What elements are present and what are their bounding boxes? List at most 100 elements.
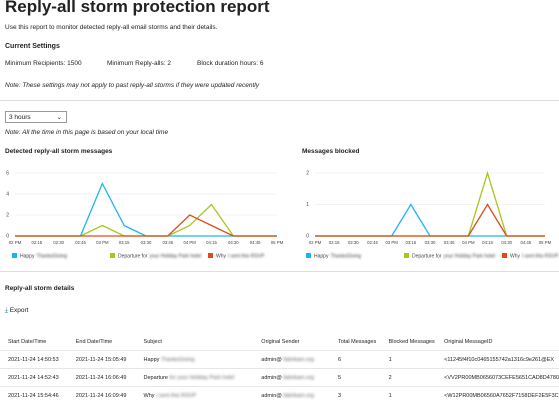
redacted-text: I sent this RSVP [156,392,197,399]
time-note: Note: All the time in this page is based… [5,129,169,136]
divider [0,271,559,272]
y-tick-label: 4 [6,191,9,197]
x-tick-label: 04:45 [520,240,531,245]
chart-title: Detected reply-all storm messages [5,148,113,155]
legend-label-hidden: I sent this RSVP [228,253,265,259]
x-tick-label: 02:45 [75,240,86,245]
x-tick-label: 03:30 [425,240,436,245]
table-cell: Subject [143,338,162,345]
x-tick-label: 03:45 [444,240,455,245]
x-tick-label: 04 PM [462,240,475,245]
table-cell: 2 [380,368,437,387]
x-tick-label: 03:30 [141,240,152,245]
y-tick-label: 2 [306,170,309,176]
table-row[interactable]: 2021-11-24 15:54:46 2021-11-24 16:09:49 Wh… [0,386,559,400]
table-cell: <W12PR00MB06560A7652F7158DEF2E5F3C [436,386,559,400]
cell-text: Departure [143,374,168,381]
legend-label-hidden: your Holiday Park hotel [443,253,495,259]
series-line [15,203,277,237]
legend-label-hidden: I sent this RSVP [522,253,559,259]
legend-label: Why [216,253,227,259]
redacted-text: fabrikam.org [283,392,314,399]
table-row[interactable]: 2021-11-24 14:50:53 2021-11-24 15:05:49 Ha… [0,350,559,369]
table-cell: 2021-11-24 15:54:46 [0,386,68,400]
table-cell: 2021-11-24 15:05:49 [67,350,136,369]
x-tick-label: 04:30 [501,240,512,245]
setting-value: 1500 [67,60,82,67]
x-tick-label: 04:30 [228,240,239,245]
divider [0,100,559,101]
legend-label-hidden: your Holiday Park hotel [149,253,201,259]
setting: Minimum Reply-alls: 2 [107,60,171,67]
table-cell: 2021-11-24 16:06:49 [67,368,136,387]
redacted-text: ThanksGiving [160,356,195,363]
x-tick-label: 02:15 [329,240,340,245]
y-tick-label: 0 [6,233,9,239]
table-cell: Why I sent this RSVP [135,386,254,400]
table-row[interactable]: 2021-11-24 14:52:43 2021-11-24 16:06:49 De… [0,368,559,387]
table-cell: <VV2PR00MB0656073CEFE5651CAD8D4780 [436,368,559,387]
table-cell: <11245f4f10c0465155742a1316c9e261@EX [436,350,559,369]
x-tick-label: 02 PM [9,240,22,245]
table-cell: Original MessageID [444,338,493,345]
table-cell: Original Sender [261,338,300,345]
legend-swatch [404,253,409,258]
x-tick-label: 04:15 [482,240,493,245]
redacted-text: fabrikam.org [283,374,314,381]
legend-swatch [110,253,115,258]
time-range-dropdown[interactable]: 3 hours ⌄ [5,111,67,123]
legend-label: Happy [20,253,35,259]
x-tick-label: 02:45 [367,240,378,245]
settings-heading: Current Settings [5,43,60,50]
legend-label-hidden: ThanksGiving [36,253,67,259]
table-cell: Start Date/Time [8,338,47,345]
setting-label: Minimum Reply-alls: [107,60,166,67]
series-line [315,203,545,237]
legend-label-hidden: ThanksGiving [330,253,361,259]
setting-value: 2 [167,60,171,67]
x-tick-label: 04 PM [183,240,196,245]
x-tick-label: 05 PM [271,240,284,245]
page-title: Reply-all storm protection report [5,0,270,16]
series-line [15,181,277,237]
legend-label: Departure for [412,253,442,259]
table-cell: Blocked Messages [388,338,435,345]
setting: Block duration hours: 6 [197,60,264,67]
series-line [15,214,277,237]
x-tick-label: 03:15 [119,240,130,245]
redacted-text: fabrikam.org [283,356,314,363]
table-cell: Departure for your Holiday Park hotel [135,368,254,387]
chevron: ⌄ [56,114,62,121]
series-line [315,203,545,237]
charts: 0 2 4 6 02 PM 02:15 02:30 02:45 03 PM 03:15 03:30 0… [6,170,559,259]
x-tick-label: 03 PM [385,240,398,245]
x-tick-label: 02:15 [31,240,42,245]
x-tick-label: 02:30 [348,240,359,245]
cell-text: Happy [143,356,160,363]
x-tick-label: 02:30 [53,240,64,245]
table-cell: Happy ThanksGiving [135,350,254,369]
x-tick-label: 03:45 [162,240,173,245]
y-tick-label: 6 [6,170,9,176]
settings-note: Note: These settings may not apply to pa… [5,82,259,89]
cell-text: admin@ [261,374,282,381]
x-tick-label: 02 PM [309,240,322,245]
y-tick-label: 1 [306,202,309,208]
setting-value: 6 [259,60,264,67]
legend-swatch [306,253,311,258]
y-tick-label: 0 [306,233,309,239]
legend-swatch [12,253,17,258]
table-cell: admin@ fabrikam.org [253,350,331,369]
export-button[interactable]: ⤓ Export [5,307,29,314]
table-cell: 2021-11-24 14:50:53 [0,350,68,369]
legend-swatch [208,253,213,258]
setting-label: Minimum Recipients: [5,60,66,67]
cell-text: admin@ [261,356,282,363]
table-cell: 3 [330,386,381,400]
page-subtitle: Use this report to monitor detected repl… [5,24,218,31]
export-label: Export [9,307,29,314]
details-table: Start Date/Time End Date/Time Subject Origi… [0,333,559,400]
y-tick-label: 2 [6,212,9,218]
chart-title: Messages blocked [302,148,360,155]
